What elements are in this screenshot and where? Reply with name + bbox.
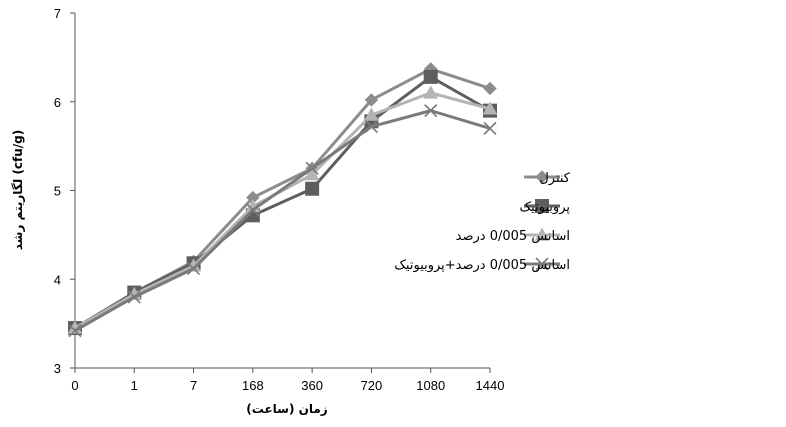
y-tick-label: 4 <box>54 272 61 287</box>
data-point <box>187 262 201 276</box>
data-point <box>68 324 82 338</box>
legend: کنترل پروبیوتیک اسانس 0/005 درصد اسانس 0/00… <box>394 170 571 273</box>
x-marker-stroke <box>187 262 201 276</box>
x-tick-label: 360 <box>301 378 323 393</box>
x-marker-stroke <box>127 290 141 304</box>
data-point <box>304 166 320 181</box>
legend-label: پروبیوتیک <box>519 200 570 215</box>
x-tick-label: 720 <box>361 378 383 393</box>
series-group <box>67 62 498 338</box>
y-axis-title: لگاریتم رشد (cfu/g) <box>11 130 25 251</box>
triangle-marker <box>534 227 550 241</box>
y-tick-label: 5 <box>54 184 61 199</box>
data-point <box>424 104 438 118</box>
data-point <box>423 85 439 99</box>
x-axis-title: زمان (ساعت) <box>246 402 328 416</box>
series-line <box>74 109 491 333</box>
x-tick-label: 1440 <box>476 378 505 393</box>
x-tick-label: 1 <box>131 378 138 393</box>
data-point <box>305 181 320 196</box>
data-point <box>364 120 378 134</box>
x-marker-stroke <box>246 203 260 217</box>
y-tick-label: 7 <box>54 6 61 21</box>
data-point <box>423 69 438 84</box>
legend-item: کنترل <box>524 170 571 186</box>
y-tick-label: 3 <box>54 361 61 376</box>
data-point <box>482 101 498 115</box>
x-marker-stroke <box>424 104 438 118</box>
y-tick-label: 6 <box>54 95 61 110</box>
legend-item: اسانس 0/005 درصد+پروبیوتیک <box>394 257 570 273</box>
x-marker-stroke <box>305 161 319 175</box>
x-marker-stroke <box>68 324 82 338</box>
x-tick-label: 0 <box>71 378 78 393</box>
data-point <box>127 290 141 304</box>
series-4 <box>68 104 497 338</box>
axes <box>70 12 491 373</box>
x-tick-label: 168 <box>242 378 264 393</box>
x-tick-label: 1080 <box>416 378 445 393</box>
legend-item: پروبیوتیک <box>519 199 570 215</box>
data-point <box>364 107 379 121</box>
legend-item: اسانس 0/005 درصد <box>456 227 570 244</box>
legend-label: کنترل <box>539 171 570 186</box>
data-point <box>305 161 319 175</box>
x-tick-labels: 0 1 7 168 360 720 1080 1440 <box>71 378 504 393</box>
x-marker-stroke <box>364 120 378 134</box>
y-tick-labels: 3 4 5 6 7 <box>54 6 61 376</box>
legend-label: اسانس 0/005 درصد+پروبیوتیک <box>394 258 570 273</box>
data-point <box>483 121 497 135</box>
legend-label: اسانس 0/005 درصد <box>456 229 570 244</box>
x-marker-stroke <box>483 121 497 135</box>
x-tick-label: 7 <box>190 378 197 393</box>
diamond-marker <box>535 170 549 184</box>
square-marker <box>535 199 549 213</box>
series-line <box>74 75 491 330</box>
data-point <box>364 93 379 107</box>
x-marker <box>535 257 549 271</box>
data-point <box>246 203 260 217</box>
data-point <box>483 81 497 96</box>
x-marker-stroke <box>535 257 549 271</box>
